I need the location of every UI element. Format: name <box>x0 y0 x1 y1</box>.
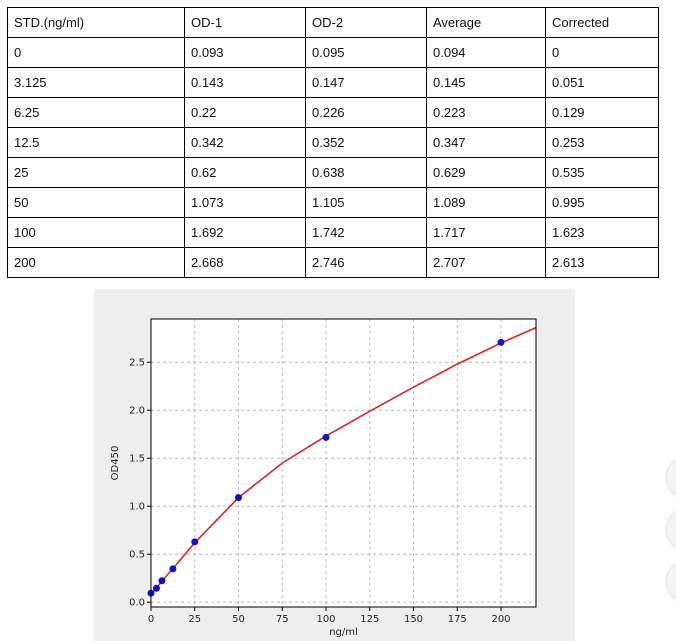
cell-std: 200 <box>7 247 185 278</box>
cell-average: 2.707 <box>426 247 546 278</box>
cell-average: 1.717 <box>426 217 546 248</box>
header-corrected: Corrected <box>545 7 659 38</box>
header-od1: OD-1 <box>184 7 306 38</box>
x-tick-label: 25 <box>188 614 201 625</box>
data-point <box>152 584 160 592</box>
x-tick-label: 75 <box>276 614 289 625</box>
x-tick-label: 50 <box>232 614 245 625</box>
cell-od1: 0.093 <box>184 37 306 68</box>
x-tick-label: 125 <box>360 614 379 625</box>
cell-od2: 0.226 <box>305 97 427 128</box>
cell-std: 12.5 <box>7 127 185 158</box>
cell-corrected: 0 <box>545 37 659 68</box>
cell-od2: 0.352 <box>305 127 427 158</box>
y-tick-label: 0.0 <box>129 598 145 609</box>
table-row: 3.125 0.143 0.147 0.145 0.051 <box>7 67 659 98</box>
cell-average: 0.629 <box>426 157 546 188</box>
plot-frame <box>150 318 537 608</box>
y-axis-label: OD450 <box>110 446 121 481</box>
cell-od2: 0.638 <box>305 157 427 188</box>
table-row: 0 0.093 0.095 0.094 0 <box>7 37 659 68</box>
data-point <box>158 577 166 585</box>
side-circle-button[interactable] <box>666 456 676 498</box>
cell-od2: 0.147 <box>305 67 427 98</box>
cell-od1: 0.143 <box>184 67 306 98</box>
cell-std: 3.125 <box>7 67 185 98</box>
table-row: 200 2.668 2.746 2.707 2.613 <box>7 247 659 278</box>
x-tick-label: 150 <box>404 614 423 625</box>
cell-corrected: 2.613 <box>545 247 659 278</box>
cell-std: 6.25 <box>7 97 185 128</box>
cell-corrected: 0.253 <box>545 127 659 158</box>
y-tick-label: 2.5 <box>129 358 145 369</box>
cell-average: 0.094 <box>426 37 546 68</box>
data-point <box>169 565 177 573</box>
chart-canvas: 0 25 50 75 100 125 150 175 200 0.0 0.5 1.0 1.5 2.0 2.5… <box>110 318 537 638</box>
cell-std: 25 <box>7 157 185 188</box>
table-row: 50 1.073 1.105 1.089 0.995 <box>7 187 659 218</box>
table-row: 100 1.692 1.742 1.717 1.623 <box>7 217 659 248</box>
cell-od1: 0.22 <box>184 97 306 128</box>
y-tick-label: 0.5 <box>129 550 145 561</box>
cell-od1: 1.692 <box>184 217 306 248</box>
cell-std: 100 <box>7 217 185 248</box>
cell-average: 0.347 <box>426 127 546 158</box>
table-row: 25 0.62 0.638 0.629 0.535 <box>7 157 659 188</box>
data-point <box>235 494 242 502</box>
cell-od2: 2.746 <box>305 247 427 278</box>
data-point <box>497 338 505 346</box>
y-tick-label: 2.0 <box>129 406 145 417</box>
cell-corrected: 0.995 <box>545 187 659 218</box>
cell-od2: 1.105 <box>305 187 427 218</box>
cell-corrected: 0.051 <box>545 67 659 98</box>
cell-od1: 1.073 <box>184 187 306 218</box>
cell-od1: 0.62 <box>184 157 306 188</box>
cell-corrected: 0.535 <box>545 157 659 188</box>
cell-average: 0.145 <box>426 67 546 98</box>
table-row: 12.5 0.342 0.352 0.347 0.253 <box>7 127 659 158</box>
cell-od2: 1.742 <box>305 217 427 248</box>
y-tick-label: 1.0 <box>129 502 145 513</box>
cell-std: 0 <box>7 37 185 68</box>
data-point <box>191 538 199 546</box>
data-point <box>322 433 330 441</box>
standard-curve-table: STD.(ng/ml) OD-1 OD-2 Average Corrected … <box>7 7 659 278</box>
header-std: STD.(ng/ml) <box>7 7 185 38</box>
standard-curve-chart: 0 25 50 75 100 125 150 175 200 0.0 0.5 1.0 1.5 2.0 2.5… <box>94 289 575 641</box>
x-tick-label: 0 <box>148 614 154 625</box>
x-tick-label: 200 <box>491 614 510 625</box>
cell-corrected: 0.129 <box>545 97 659 128</box>
side-circle-button[interactable] <box>666 508 676 550</box>
table-header-row: STD.(ng/ml) OD-1 OD-2 Average Corrected <box>7 7 659 38</box>
header-od2: OD-2 <box>305 7 427 38</box>
y-tick-label: 1.5 <box>129 454 145 465</box>
x-axis-label: ng/ml <box>329 627 358 638</box>
cell-corrected: 1.623 <box>545 217 659 248</box>
x-tick-label: 175 <box>448 614 467 625</box>
x-tick-label: 100 <box>316 614 335 625</box>
table-row: 6.25 0.22 0.226 0.223 0.129 <box>7 97 659 128</box>
cell-od2: 0.095 <box>305 37 427 68</box>
cell-average: 0.223 <box>426 97 546 128</box>
cell-std: 50 <box>7 187 185 218</box>
cell-average: 1.089 <box>426 187 546 218</box>
cell-od1: 2.668 <box>184 247 306 278</box>
side-circle-button[interactable] <box>666 560 676 602</box>
cell-od1: 0.342 <box>184 127 306 158</box>
header-average: Average <box>426 7 546 38</box>
plot-area <box>151 319 536 607</box>
